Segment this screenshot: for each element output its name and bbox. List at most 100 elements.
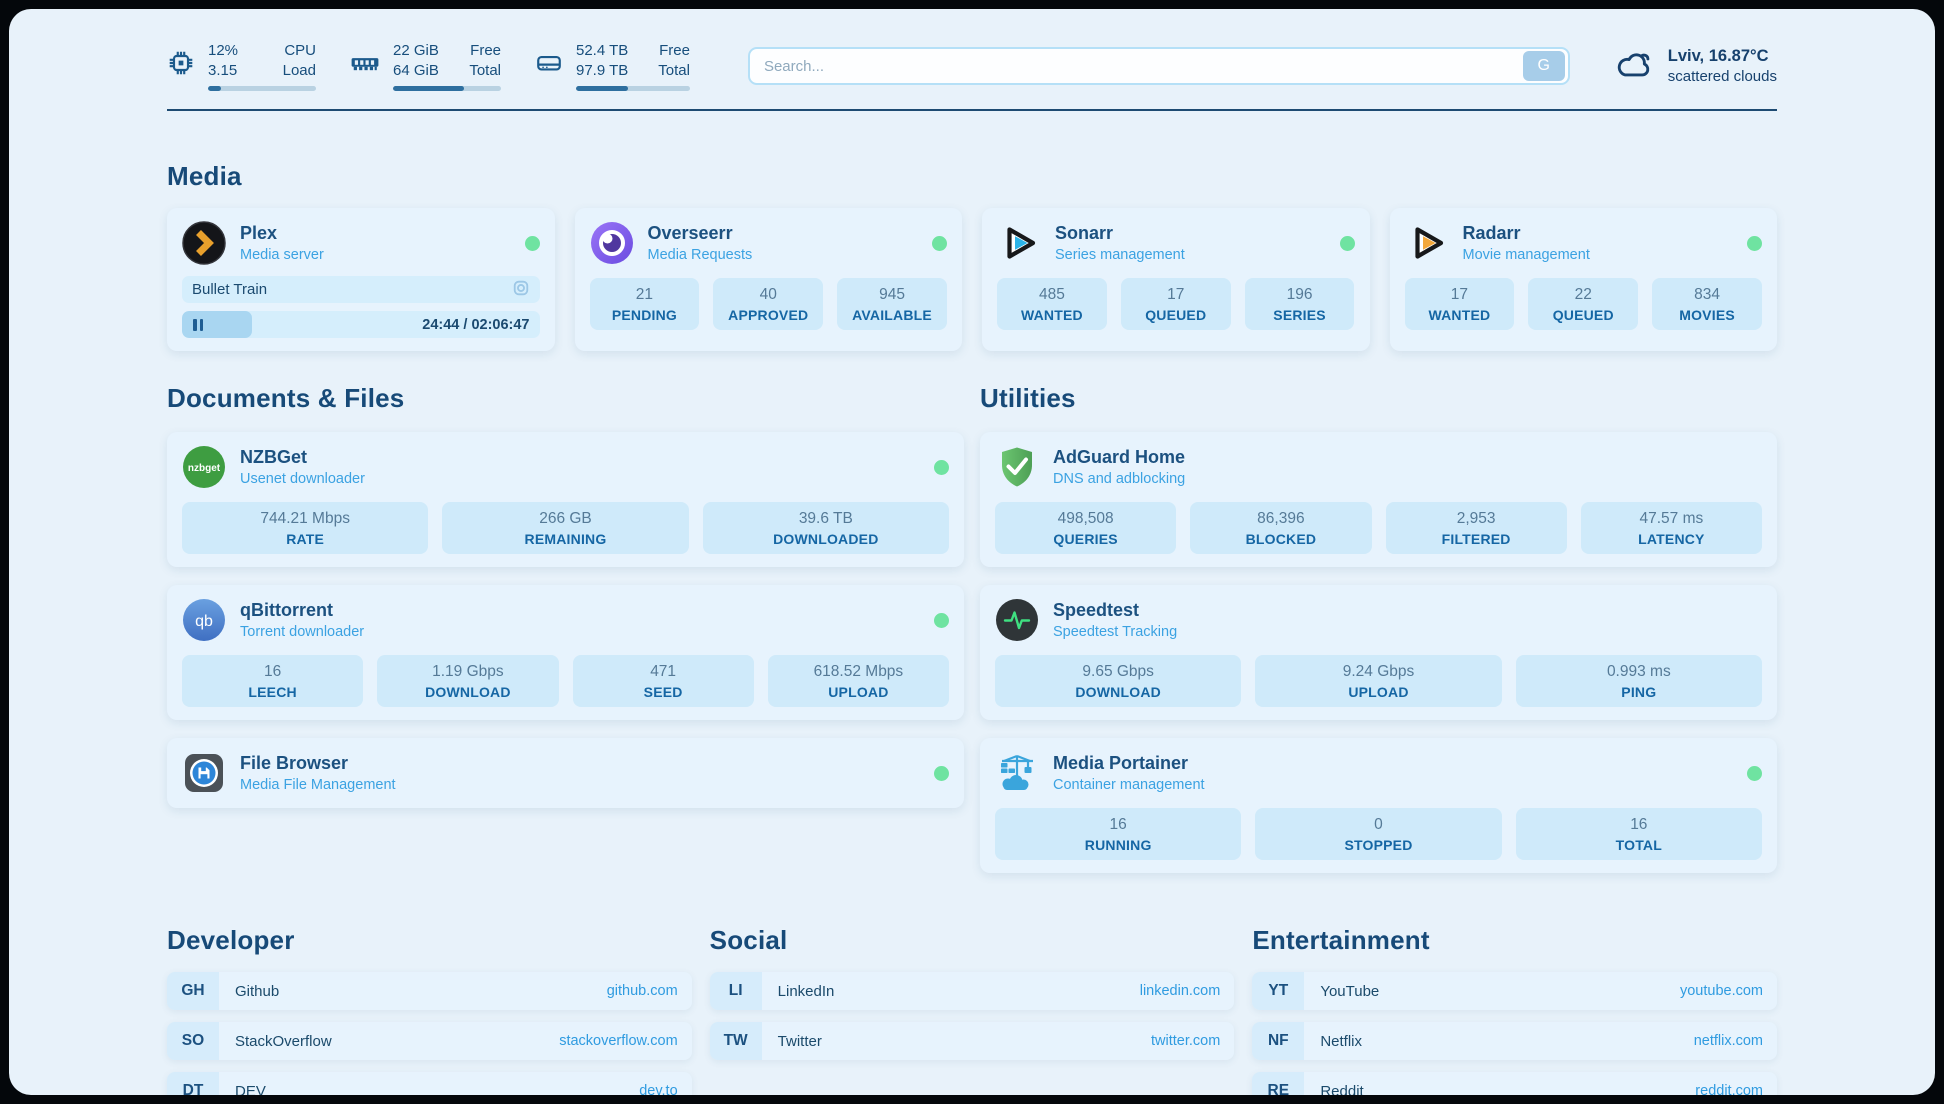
bookmark-name: Github [235, 982, 280, 1000]
section-documents: Documents & Files nzbget NZBGet Usenet d… [167, 383, 964, 873]
svg-text:nzbget: nzbget [188, 463, 221, 474]
section-title-documents: Documents & Files [167, 383, 405, 413]
stat-box: 16 LEECH [182, 655, 364, 707]
app-description: Movie management [1462, 247, 1590, 263]
app-name: Sonarr [1055, 223, 1114, 243]
now-playing-title: Bullet Train [192, 281, 268, 298]
stat-box: 618.52 Mbps UPLOAD [767, 655, 949, 707]
app-card-speedtest[interactable]: Speedtest Speedtest Tracking 9.65 Gbps D… [980, 585, 1777, 720]
bookmark-name: Twitter [777, 1032, 822, 1050]
cpu-label-top: CPU [284, 42, 316, 59]
section-title-media: Media [167, 161, 242, 191]
search-box: G [747, 47, 1570, 85]
adguard-icon [995, 445, 1039, 489]
section-media: Media Plex Media server [167, 161, 1777, 351]
bookmark-stackoverflow[interactable]: SO StackOverflow stackoverflow.com [167, 1022, 692, 1060]
bookmark-netflix[interactable]: NF Netflix netflix.com [1252, 1022, 1777, 1060]
status-dot [524, 235, 540, 251]
radarr-icon [1405, 221, 1449, 265]
bookmark-name: YouTube [1320, 982, 1380, 1000]
cpu-label-bottom: Load [282, 61, 316, 79]
app-name: NZBGet [240, 447, 307, 467]
app-name: Media Portainer [1053, 753, 1189, 773]
search-engine-button[interactable]: G [1522, 51, 1565, 81]
bookmark-abbr: RE [1252, 1072, 1305, 1095]
camera-icon[interactable] [512, 279, 530, 301]
stat-box: 471 SEED [572, 655, 754, 707]
plex-icon [182, 221, 226, 265]
status-dot [1747, 765, 1762, 781]
bookmark-github[interactable]: GH Github github.com [167, 972, 692, 1010]
speedtest-icon [995, 598, 1039, 642]
section-title-developer: Developer [167, 925, 295, 955]
disk-progress-bar [576, 86, 690, 91]
app-card-overseerr[interactable]: Overseerr Media Requests 21 PENDING 40 A… [574, 208, 962, 351]
bookmark-abbr: DT [167, 1072, 219, 1095]
app-card-radarr[interactable]: Radarr Movie management 17 WANTED 22 QUE… [1389, 208, 1777, 351]
cpu-progress-bar [208, 86, 316, 91]
app-description: DNS and adblocking [1053, 471, 1186, 487]
ram-free: 22 GiB [393, 42, 439, 59]
bookmark-domain: reddit.com [1695, 1083, 1763, 1095]
app-card-qbittorrent[interactable]: qb qBittorrent Torrent downloader 16 LEE… [167, 585, 964, 720]
app-card-adguard[interactable]: AdGuard Home DNS and adblocking 498,508 … [980, 432, 1777, 567]
bookmark-domain: stackoverflow.com [559, 1033, 678, 1049]
stat-box: 834 MOVIES [1652, 278, 1762, 330]
stat-box: 21 PENDING [589, 278, 700, 330]
ram-icon [350, 49, 380, 82]
stat-box: 17 WANTED [1404, 278, 1515, 330]
bookmark-name: StackOverflow [235, 1032, 332, 1050]
app-description: Speedtest Tracking [1053, 624, 1178, 640]
app-card-plex[interactable]: Plex Media server Bullet Train [167, 208, 555, 351]
app-name: File Browser [240, 753, 349, 773]
stat-box: 1.19 Gbps DOWNLOAD [377, 655, 559, 707]
sonarr-icon [997, 221, 1041, 265]
bookmark-reddit[interactable]: RE Reddit reddit.com [1252, 1072, 1777, 1095]
stat-box: 266 GB REMAINING [442, 502, 689, 554]
stat-box: 16 RUNNING [995, 808, 1242, 860]
app-card-sonarr[interactable]: Sonarr Series management 485 WANTED 17 Q… [982, 208, 1370, 351]
app-description: Torrent downloader [240, 624, 365, 640]
qbittorrent-icon: qb [182, 598, 226, 642]
cpu-percent: 12% [208, 42, 239, 59]
bookmark-linkedin[interactable]: LI LinkedIn linkedin.com [709, 972, 1235, 1010]
bookmark-abbr: TW [709, 1022, 762, 1060]
stat-box: 17 QUEUED [1120, 278, 1231, 330]
bookmark-youtube[interactable]: YT YouTube youtube.com [1252, 972, 1777, 1010]
bookmark-twitter[interactable]: TW Twitter twitter.com [709, 1022, 1235, 1060]
pause-icon[interactable] [193, 318, 203, 331]
stat-box: 485 WANTED [997, 278, 1107, 330]
app-description: Series management [1055, 247, 1185, 263]
nzbget-icon: nzbget [182, 445, 226, 489]
stat-box: 196 SERIES [1244, 278, 1355, 330]
app-name: Plex [240, 223, 278, 243]
status-dot [1339, 235, 1355, 251]
bookmark-abbr: GH [167, 972, 219, 1010]
cpu-load: 3.15 [208, 61, 238, 79]
app-card-filebrowser[interactable]: File Browser Media File Management [167, 738, 964, 808]
app-name: Speedtest [1053, 600, 1140, 620]
storage-stat: 52.4 TB 97.9 TB Free Total [535, 41, 690, 91]
stat-box: 498,508 QUERIES [995, 502, 1177, 554]
section-social: Social LI LinkedIn linkedin.com TW Twitt… [709, 925, 1235, 1060]
bookmark-domain: linkedin.com [1139, 983, 1221, 999]
disk-label-bottom: Total [658, 61, 690, 79]
app-card-portainer[interactable]: Media Portainer Container management 16 … [980, 738, 1777, 873]
status-dot [934, 459, 949, 475]
bookmark-domain: github.com [606, 983, 678, 999]
ram-progress-bar [393, 86, 501, 91]
bookmark-abbr: SO [167, 1022, 219, 1060]
app-card-nzbget[interactable]: nzbget NZBGet Usenet downloader 744.21 M… [167, 432, 964, 567]
app-description: Container management [1053, 777, 1205, 793]
status-dot [1747, 235, 1762, 251]
disk-label-top: Free [659, 42, 690, 59]
search-input[interactable] [747, 47, 1570, 85]
bookmark-domain: netflix.com [1693, 1033, 1763, 1049]
bookmark-domain: youtube.com [1679, 983, 1763, 999]
weather-condition: scattered clouds [1667, 68, 1777, 85]
bookmark-abbr: NF [1252, 1022, 1305, 1060]
stat-box: 16 TOTAL [1515, 808, 1762, 860]
bookmark-dev[interactable]: DT DEV dev.to [167, 1072, 692, 1095]
memory-stat: 22 GiB 64 GiB Free Total [350, 41, 501, 91]
